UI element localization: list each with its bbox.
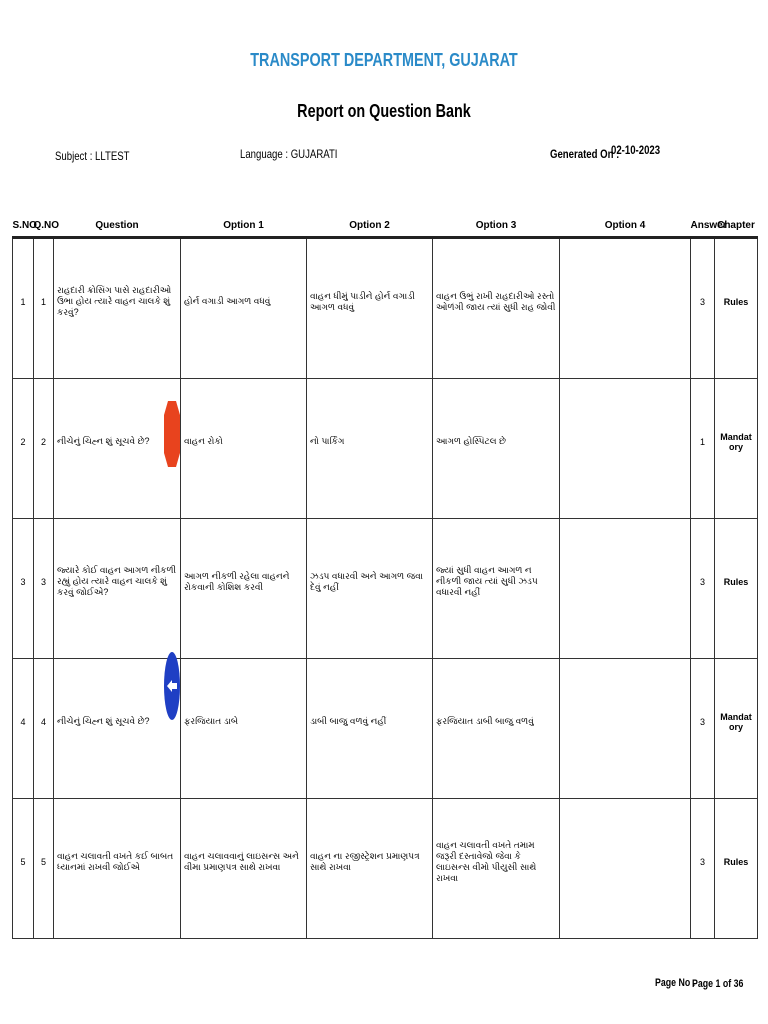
table-cell: વાહન ઉભું રાખી રાહદારીઓ રસ્તો ઓળંગી જાય … [432, 237, 560, 379]
table-cell: 2 [12, 378, 34, 519]
question-table: S.NO Q.NO Question Option 1 Option 2 Option 3… [12, 214, 758, 939]
table-row: 2 2 નીચેનું ચિહ્ન શું સૂચવે છે? વાહન રોકો નો… [12, 378, 758, 519]
column-header: Question [53, 214, 181, 239]
table-cell: 3 [690, 518, 715, 659]
table-cell: Rules [714, 237, 758, 379]
table-cell: Rules [714, 798, 758, 939]
table-cell: વાહન ના રજીસ્ટ્રેશન પ્રમાણપત્ર સાથે રાખવ… [306, 798, 433, 939]
table-cell: 5 [12, 798, 34, 939]
table-cell: જ્યારે કોઈ વાહન આગળ નીકળી રહ્યું હોય ત્ય… [53, 518, 181, 659]
generated-label: Generated On : [550, 147, 620, 161]
table-cell: નો પાર્કિંગ [306, 378, 433, 519]
column-header: S.NO [12, 214, 37, 239]
table-row: 4 4 નીચેનું ચિહ્ન શું સૂચવે છે? ફરજિયાત ડાબ… [12, 658, 758, 799]
table-cell: 1 [12, 237, 34, 379]
table-cell: 2 [33, 378, 54, 519]
column-header: Option 4 [559, 214, 691, 239]
generated-date: 02-10-2023 [611, 143, 661, 157]
table-cell [559, 658, 691, 799]
table-cell: ઝડપ વધારવી અને આગળ જવા દેવું નહીં [306, 518, 433, 659]
language: Language : GUJARATI [240, 147, 338, 161]
mandatory-sign [164, 652, 180, 720]
table-cell: 3 [33, 518, 54, 659]
table-row: 5 5 વાહન ચલાવતી વખતે કઈ બાબત ધ્યાનમાં રાખવ… [12, 798, 758, 939]
subtitle: Report on Question Bank [297, 101, 471, 121]
subject: Subject : LLTEST [55, 149, 130, 163]
table-cell: આગળ નીકળી રહેલા વાહનને રોકવાની કોશિશ કરવ… [180, 518, 307, 659]
table-cell: વાહન ચલાવતી વખતે તમામ જરૂરી દસ્તાવેજો જે… [432, 798, 560, 939]
table-cell: રાહદારી ક્રોસિંગ પાસે રાહદારીઓ ઉભા હોય ત… [53, 237, 181, 379]
table-cell: વાહન ધીમું પાડીને હોર્ન વગાડી આગળ વધવું [306, 237, 433, 379]
table-cell: જ્યાં સુધી વાહન આગળ ન નીકળી જાય ત્યાં સુ… [432, 518, 560, 659]
page-value: Page 1 of 36 [692, 978, 744, 990]
title: TRANSPORT DEPARTMENT, GUJARAT [250, 50, 518, 70]
table-cell: વાહન ચલાવવાનું લાઇસન્સ અને વીમા પ્રમાણપત… [180, 798, 307, 939]
table-cell: 3 [690, 237, 715, 379]
column-header: Option 2 [306, 214, 433, 239]
table-cell: 3 [690, 798, 715, 939]
page-label: Page No . [655, 977, 696, 989]
table-cell: વાહન રોકો [180, 378, 307, 519]
table-cell: Mandatory [714, 378, 758, 519]
table-cell: 3 [690, 658, 715, 799]
table-cell: નીચેનું ચિહ્ન શું સૂચવે છે? [53, 378, 181, 519]
table-cell [559, 378, 691, 519]
table-cell [559, 518, 691, 659]
table-row: 1 1 રાહદારી ક્રોસિંગ પાસે રાહદારીઓ ઉભા હોય… [12, 237, 758, 379]
header-row: S.NO Q.NO Question Option 1 Option 2 Option 3… [12, 214, 758, 239]
table-cell: 3 [12, 518, 34, 659]
table-cell: 1 [33, 237, 54, 379]
stop-sign [164, 401, 180, 467]
table-cell: હોર્ન વગાડી આગળ વધવું [180, 237, 307, 379]
table-cell: ફરજિયાત ડાબી બાજુ વળવું [432, 658, 560, 799]
table-cell [559, 237, 691, 379]
table-cell: Rules [714, 518, 758, 659]
table-cell: 1 [690, 378, 715, 519]
column-header: Answer [690, 214, 727, 239]
table-cell: આગળ હોસ્પિટલ છે [432, 378, 560, 519]
table-cell: ફરજિયાત ડાબે [180, 658, 307, 799]
table-cell [559, 798, 691, 939]
table-cell: ડાબી બાજુ વળવું નહીં [306, 658, 433, 799]
table-cell: નીચેનું ચિહ્ન શું સૂચવે છે? [53, 658, 181, 799]
table-cell: Mandatory [714, 658, 758, 799]
table-cell: 5 [33, 798, 54, 939]
table-cell: વાહન ચલાવતી વખતે કઈ બાબત ધ્યાનમાં રાખવી … [53, 798, 181, 939]
column-header: Option 1 [180, 214, 307, 239]
column-header: Option 3 [432, 214, 560, 239]
column-header: Q.NO [33, 214, 59, 239]
table-row: 3 3 જ્યારે કોઈ વાહન આગળ નીકળી રહ્યું હોય ત… [12, 518, 758, 659]
table-cell: 4 [12, 658, 34, 799]
table-cell: 4 [33, 658, 54, 799]
column-header: Chapter [714, 214, 758, 239]
